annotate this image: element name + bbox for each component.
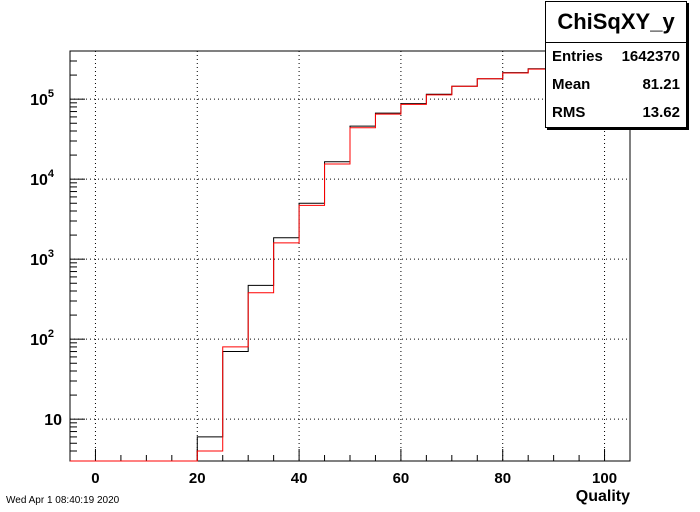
x-tick-label: 100 xyxy=(592,470,617,487)
histogram-series-2 xyxy=(70,68,630,462)
stats-row-rms: RMS 13.62 xyxy=(546,99,686,127)
stats-row-mean: Mean 81.21 xyxy=(546,71,686,99)
stats-value: 13.62 xyxy=(642,104,680,121)
y-tick-label: 104 xyxy=(30,168,55,189)
stats-box: ChiSqXY_y Entries 1642370 Mean 81.21 RMS… xyxy=(545,1,687,128)
y-tick-label: 105 xyxy=(30,88,54,109)
y-tick-label: 103 xyxy=(30,248,54,269)
x-tick-label: 0 xyxy=(91,470,99,487)
x-tick-label: 20 xyxy=(189,470,206,487)
y-tick-label: 10 xyxy=(44,412,62,429)
stats-row-entries: Entries 1642370 xyxy=(546,43,686,71)
x-tick-label: 80 xyxy=(494,470,511,487)
stats-label: Entries xyxy=(552,48,603,65)
timestamp: Wed Apr 1 08:40:19 2020 xyxy=(6,495,120,506)
plot-frame xyxy=(69,50,631,462)
stats-label: Mean xyxy=(552,76,591,93)
x-tick-label: 40 xyxy=(291,470,308,487)
x-tick-label: 60 xyxy=(393,470,410,487)
x-axis-label: Quality xyxy=(576,488,630,505)
stats-value: 1642370 xyxy=(621,48,680,65)
stats-title: ChiSqXY_y xyxy=(546,2,686,43)
y-tick-label: 102 xyxy=(30,328,54,349)
stats-value: 81.21 xyxy=(642,76,680,93)
stats-label: RMS xyxy=(552,104,586,121)
